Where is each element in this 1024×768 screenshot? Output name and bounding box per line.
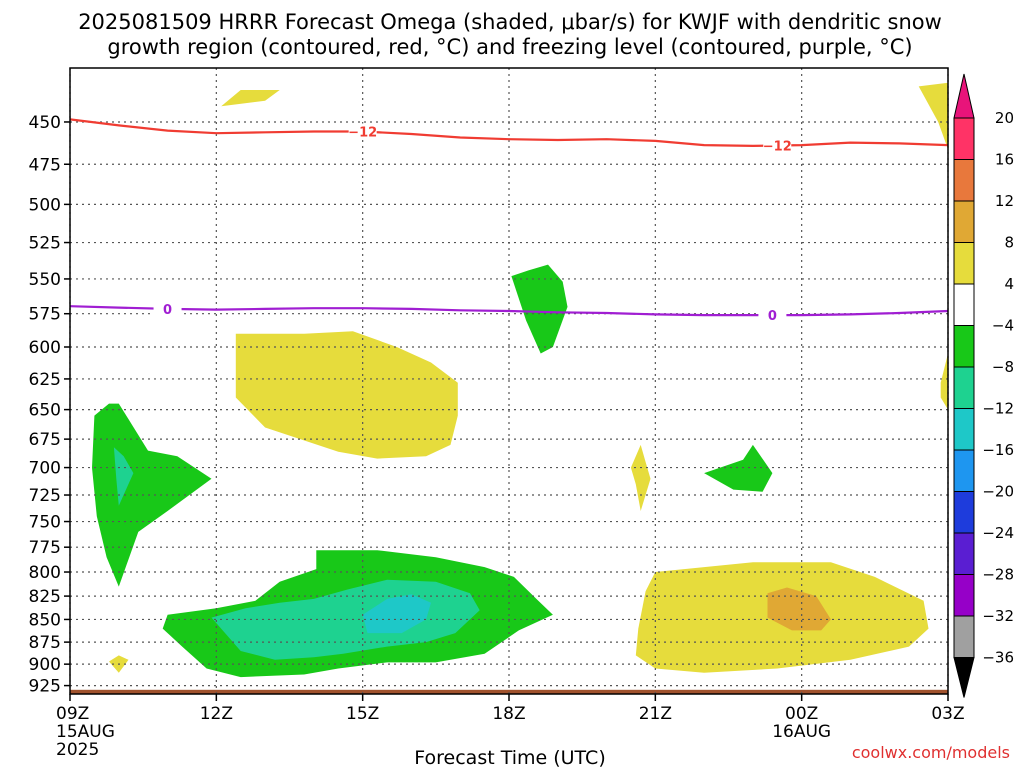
ytick-label-900: 900 xyxy=(29,655,61,675)
temperature-contours: −12 −12 0 0 xyxy=(70,118,948,324)
colorbar-label-11: −28 xyxy=(982,566,1014,584)
ytick-label-750: 750 xyxy=(29,513,61,533)
contour-label-0-1: −12 xyxy=(763,140,792,155)
colorbar-label-2: 12 xyxy=(995,192,1014,210)
colorbar-label-8: −16 xyxy=(982,441,1014,459)
xtick-date-5: 16AUG xyxy=(772,722,831,742)
omega-colorbar: 20 16 12 8 4 −4 −8 −12 −16 −20 −24 −28 −32 −36 xyxy=(953,73,1014,698)
ytick-label-600: 600 xyxy=(29,338,61,358)
colorbar-swatch-7 xyxy=(953,408,975,451)
credit-link[interactable]: coolwx.com/models xyxy=(852,743,1010,762)
omega-region-12 xyxy=(113,447,134,506)
ytick-label-625: 625 xyxy=(29,370,61,390)
ytick-label-450: 450 xyxy=(29,113,61,133)
colorbar-label-10: −24 xyxy=(982,524,1014,542)
omega-region-2 xyxy=(235,331,458,459)
ytick-label-725: 725 xyxy=(29,486,61,506)
colorbar-label-5: −4 xyxy=(992,317,1014,335)
omega-region-3 xyxy=(630,444,651,511)
colorbar-label-9: −20 xyxy=(982,483,1014,501)
colorbar-label-1: 16 xyxy=(995,151,1014,169)
ytick-label-925: 925 xyxy=(29,677,61,697)
chart-title-line1: 2025081509 HRRR Forecast Omega (shaded, … xyxy=(78,10,942,34)
colorbar-label-4: 4 xyxy=(1004,275,1014,293)
xtick-year-0: 2025 xyxy=(56,740,99,760)
colorbar-label-12: −32 xyxy=(982,607,1014,625)
omega-region-1 xyxy=(918,82,948,150)
ytick-label-850: 850 xyxy=(29,610,61,630)
ytick-label-700: 700 xyxy=(29,459,61,479)
omega-region-0 xyxy=(221,90,280,107)
chart-title-line2: growth region (contoured, red, °C) and f… xyxy=(107,35,912,59)
colorbar-label-13: −36 xyxy=(982,649,1014,667)
surface-band xyxy=(70,689,948,694)
ytick-label-500: 500 xyxy=(29,195,61,215)
omega-region-4 xyxy=(940,353,948,410)
x-axis-title: Forecast Time (UTC) xyxy=(414,747,605,768)
colorbar-swatch-12 xyxy=(953,615,975,658)
ytick-label-800: 800 xyxy=(29,563,61,583)
colorbar-label-7: −12 xyxy=(982,400,1014,418)
xtick-label-1: 12Z xyxy=(200,704,233,724)
ytick-label-675: 675 xyxy=(29,430,61,450)
xtick-label-6: 03Z xyxy=(931,704,964,724)
xtick-label-3: 18Z xyxy=(492,704,525,724)
ytick-label-775: 775 xyxy=(29,538,61,558)
grid-lines xyxy=(69,68,949,694)
colorbar-swatch-9 xyxy=(953,491,975,534)
omega-region-10 xyxy=(511,264,568,354)
colorbar-swatch-0 xyxy=(953,117,975,160)
colorbar-arrow-bottom xyxy=(953,657,975,698)
ytick-label-650: 650 xyxy=(29,401,61,421)
xtick-label-2: 15Z xyxy=(346,704,379,724)
ytick-label-575: 575 xyxy=(29,305,61,325)
contour-label-bg xyxy=(153,300,182,317)
colorbar-swatch-4 xyxy=(953,283,975,326)
contour-line-1 xyxy=(70,305,948,317)
colorbar-swatch-1 xyxy=(953,159,975,202)
ytick-label-550: 550 xyxy=(29,270,61,290)
omega-region-8 xyxy=(92,403,212,587)
colorbar-swatch-3 xyxy=(953,242,975,285)
omega-region-14 xyxy=(362,594,431,634)
contour-label-1-1: 0 xyxy=(768,309,777,324)
surface-ground-band xyxy=(70,689,948,694)
ytick-label-525: 525 xyxy=(29,234,61,254)
contour-label-1-0: 0 xyxy=(163,303,172,318)
colorbar-arrow-top xyxy=(953,73,975,119)
ytick-label-825: 825 xyxy=(29,587,61,607)
colorbar-swatch-2 xyxy=(953,200,975,243)
colorbar-swatch-11 xyxy=(953,574,975,617)
omega-shading xyxy=(92,82,948,678)
xtick-label-5: 00Z xyxy=(785,704,818,724)
contour-label-bg xyxy=(758,307,787,324)
xtick-label-0: 09Z xyxy=(56,704,89,724)
ytick-label-875: 875 xyxy=(29,633,61,653)
colorbar-swatch-8 xyxy=(953,449,975,492)
omega-region-11 xyxy=(704,444,773,492)
contour-line-0 xyxy=(70,118,948,148)
contour-label-0-0: −12 xyxy=(348,125,377,140)
xtick-label-4: 21Z xyxy=(639,704,672,724)
pressure-axis: 450 475 500 525 550 575 600 625 650 675 700 725 750 7… xyxy=(29,113,70,697)
colorbar-swatch-6 xyxy=(953,366,975,409)
contour-label-bg xyxy=(348,123,377,140)
xtick-date-0: 15AUG xyxy=(56,722,115,742)
colorbar-label-6: −8 xyxy=(992,358,1014,376)
ytick-label-475: 475 xyxy=(29,155,61,175)
colorbar-label-3: 8 xyxy=(1004,234,1014,252)
colorbar-label-0: 20 xyxy=(995,109,1014,127)
colorbar-swatch-5 xyxy=(953,325,975,368)
colorbar-swatch-10 xyxy=(953,532,975,575)
contour-label-bg xyxy=(763,137,792,154)
